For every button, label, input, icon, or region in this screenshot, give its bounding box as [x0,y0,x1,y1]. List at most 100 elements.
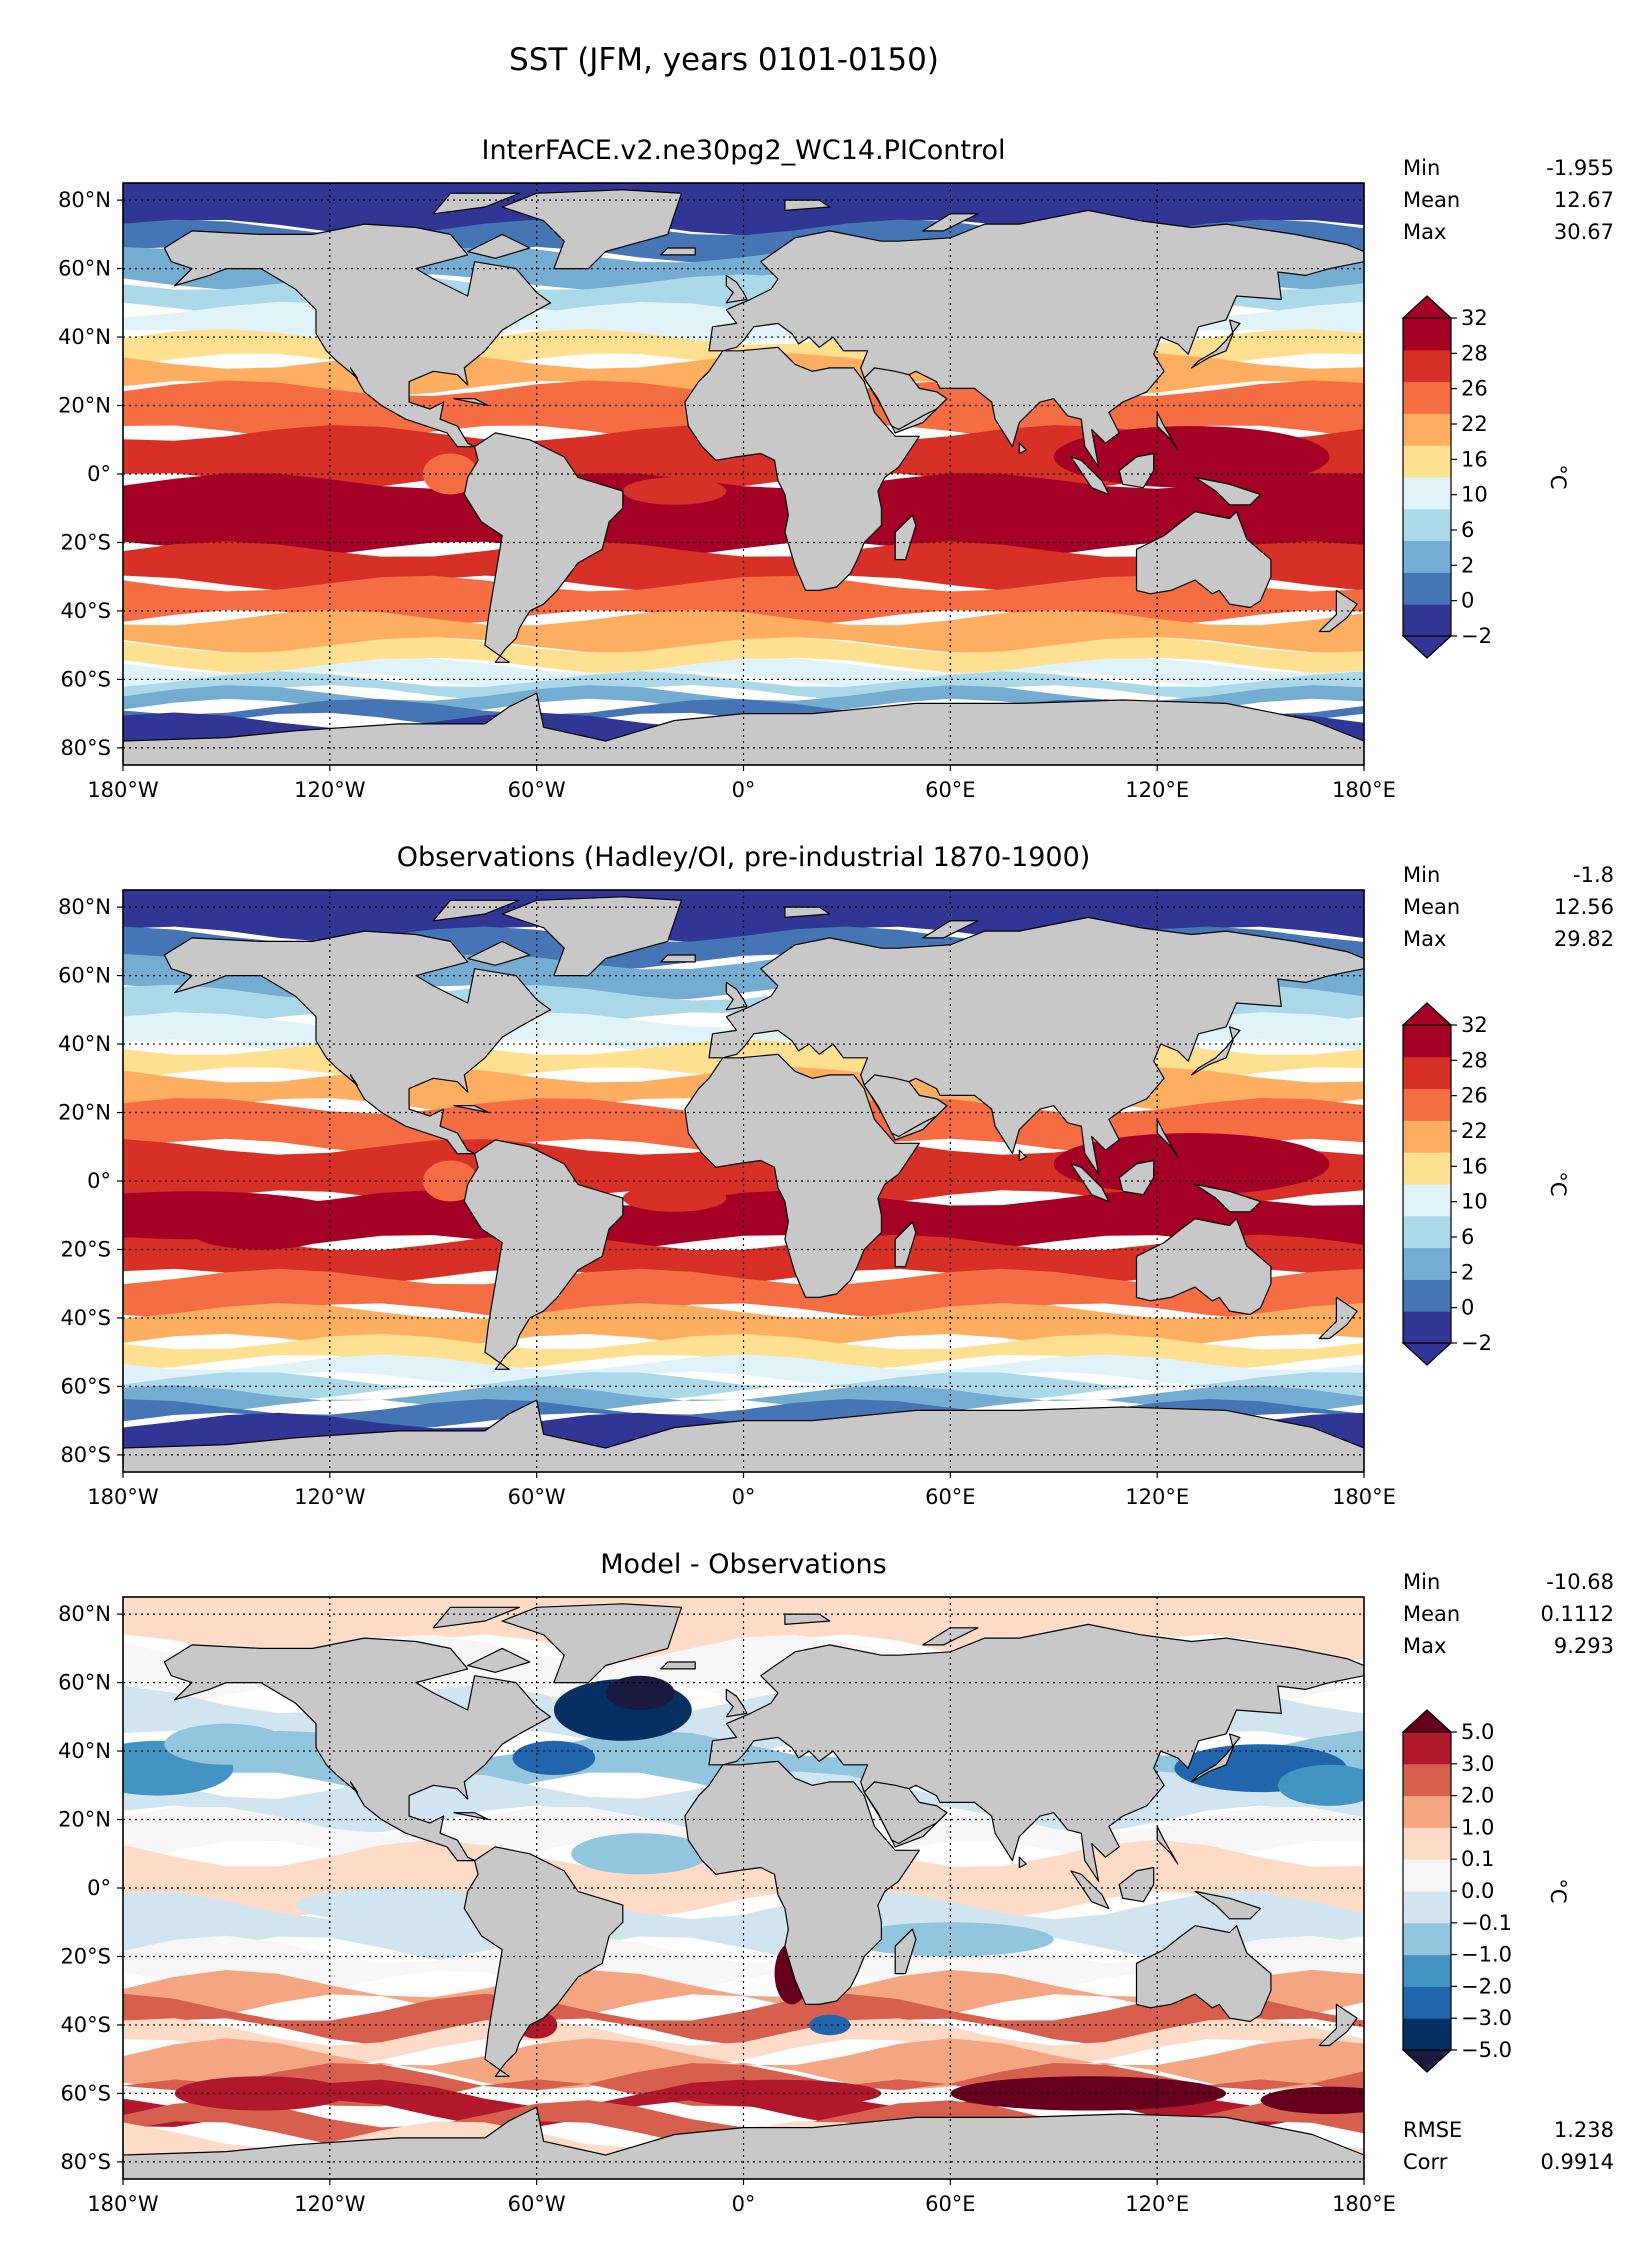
colorbar-extend-max [1401,295,1453,319]
stat-value: 0.9914 [1541,2150,1614,2174]
lon-tick-label: 120°E [1125,1485,1189,1509]
stat-label: RMSE [1403,2118,1462,2142]
contour-band [123,2038,1364,2091]
anomaly-blob [1277,1764,1364,1806]
land-ellesmere [432,192,521,215]
land-baffin [467,233,531,259]
lon-tick-label: 60°W [508,2192,566,2216]
lat-tick-label: 20°S [60,1237,111,1261]
lat-tick-label: 40°S [60,1306,111,1330]
land-eurasia [708,916,1364,1175]
stat-label: Max [1403,1634,1446,1658]
land-eurasia [708,1623,1364,1882]
lat-tick-label: 0° [87,462,111,486]
colorbar-segment [1403,1732,1451,1765]
land-novaya-zemlya [922,1627,979,1646]
land-greenland [501,896,683,977]
stat-label: Mean [1403,188,1460,212]
colorbar-tick-label: 28 [1461,341,1488,365]
colorbar-tick-label: 1.0 [1461,1815,1494,1839]
colorbar-tick-label: −1.0 [1461,1943,1512,1967]
stat-label: Max [1403,927,1446,951]
colorbar-tick-label: 16 [1461,447,1488,471]
colorbar-extend-min [1401,1342,1453,1366]
lon-tick-label: 180°E [1332,2192,1396,2216]
lat-tick-label: 20°S [60,1944,111,1968]
panels-group: InterFACE.v2.ne30pg2_WC14.PIControl 180°W… [58,135,1614,2216]
land-eurasia [708,209,1364,468]
land-baffin [467,1647,531,1673]
lat-tick-label: 40°S [60,2013,111,2037]
land-baffin [467,940,531,966]
land-new-guinea [1194,476,1262,506]
lon-tick-label: 60°W [508,1485,566,1509]
lon-tick-label: 60°E [925,1485,976,1509]
anomaly-blob [512,1740,596,1776]
land-africa [684,346,920,592]
land-uk [725,1688,748,1718]
lat-tick-label: 60°N [58,1671,111,1695]
land-borneo [1118,452,1155,489]
lon-tick-label: 60°E [925,778,976,802]
land-south-america [463,1846,624,2077]
lat-tick-label: 40°N [58,1032,111,1056]
colorbar-segment [1403,1215,1451,1249]
colorbar-segment [1403,540,1451,573]
map-panel-1: InterFACE.v2.ne30pg2_WC14.PIControl 180°W… [58,135,1614,802]
colorbar-frame [1402,317,1452,637]
colorbar-tick-label: −2 [1461,624,1492,648]
colorbar-segment [1403,604,1451,637]
land-new-zealand [1318,2003,1358,2047]
contour-band [123,1372,1364,1402]
anomaly-blob [174,2076,348,2111]
land-new-zealand [1318,1296,1358,1340]
land-iceland [660,954,696,963]
contour-band [123,473,1364,558]
anomaly-blob [1260,2086,1364,2114]
colorbar-segment [1403,381,1451,414]
colorbar-segment [1403,1056,1451,1090]
colorbar-tick-label: 22 [1461,1119,1488,1143]
contour-band [123,1969,1364,2022]
lat-tick-label: 80°N [58,188,111,212]
lon-tick-label: 120°W [294,778,366,802]
stat-label: Min [1403,156,1440,180]
colorbar-extend-max [1401,1709,1453,1733]
lat-tick-label: 40°S [60,599,111,623]
lon-tick-label: 180°E [1332,1485,1396,1509]
stats-block: Min -1.8 Mean 12.56 Max 29.82 [1403,863,1614,951]
colorbar-segment [1403,1311,1451,1344]
colorbar-tick-label: 6 [1461,1225,1474,1249]
land-cuba [453,1812,489,1821]
lat-tick-label: 20°N [58,394,111,418]
map-panel-2: Observations (Hadley/OI, pre-industrial … [58,842,1614,1509]
colorbar-segment [1403,572,1451,605]
colorbar-frame [1402,1024,1452,1344]
stat-value: 12.67 [1554,188,1614,212]
colorbar-tick-label: 6 [1461,518,1474,542]
colorbar-tick-label: −3.0 [1461,2006,1512,2030]
land-ellesmere [432,1606,521,1629]
land-sumatra [1070,456,1110,496]
land-sri-lanka [1018,1149,1027,1162]
colorbar-unit-label: °C [1546,464,1570,489]
colorbar-tick-label: 32 [1461,1013,1488,1037]
colorbar-tick-label: 10 [1461,1190,1488,1214]
colorbar-tick-label: −5.0 [1461,2038,1512,2062]
colorbar-tick-label: 0.0 [1461,1879,1494,1903]
colorbar-segment [1403,2018,1451,2051]
lat-tick-label: 0° [87,1169,111,1193]
panel-title: InterFACE.v2.ne30pg2_WC14.PIControl [481,135,1005,166]
lat-tick-label: 80°N [58,1602,111,1626]
colorbar-tick-label: 0 [1461,589,1474,613]
land-borneo [1118,1866,1155,1903]
anomaly-blob [950,2076,1227,2111]
lon-tick-label: 0° [732,778,756,802]
lon-tick-label: 60°W [508,778,566,802]
land-new-zealand [1318,589,1358,633]
lat-tick-label: 20°N [58,1101,111,1125]
map-area [123,890,1364,1472]
land-sri-lanka [1018,442,1027,455]
stat-value: -1.8 [1573,863,1614,887]
